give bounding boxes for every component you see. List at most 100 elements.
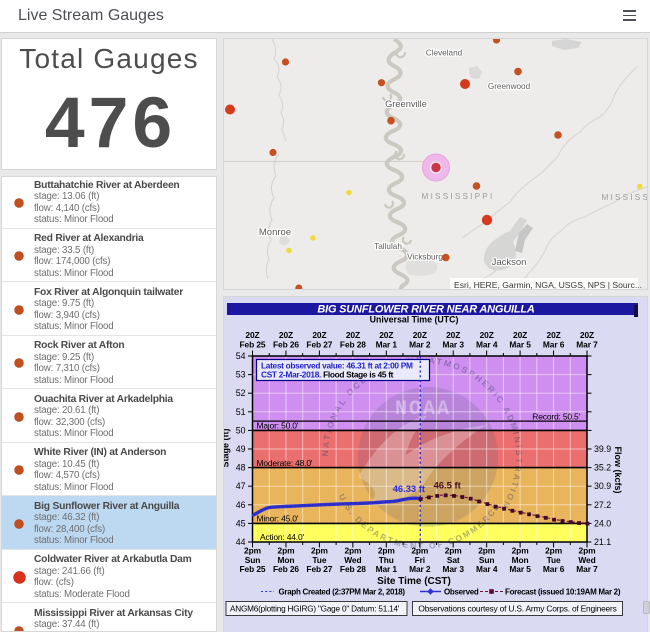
svg-text:20Z: 20Z [513,330,527,340]
svg-text:Feb 26: Feb 26 [273,564,299,574]
svg-text:46.5 ft: 46.5 ft [434,480,461,491]
svg-text:48: 48 [236,463,246,473]
svg-text:Fri: Fri [415,555,425,565]
svg-text:2pm: 2pm [445,546,462,556]
svg-text:Jackson: Jackson [492,257,527,268]
svg-text:53: 53 [236,370,246,380]
svg-text:Mar 3: Mar 3 [443,340,465,350]
svg-text:47: 47 [236,481,246,491]
svg-text:20Z: 20Z [547,330,561,340]
svg-text:2pm: 2pm [378,546,395,556]
svg-text:Tallulah: Tallulah [374,242,402,251]
svg-text:20Z: 20Z [279,330,293,340]
svg-text:Universal Time (UTC): Universal Time (UTC) [370,315,459,325]
svg-text:20Z: 20Z [446,330,460,340]
svg-text:44: 44 [236,537,246,547]
svg-text:Monroe: Monroe [259,227,291,238]
svg-text:Sat: Sat [447,555,460,565]
svg-text:Sun: Sun [479,555,495,565]
svg-text:20Z: 20Z [413,330,427,340]
svg-text:MISSISS: MISSISS [602,193,648,202]
svg-text:2pm: 2pm [244,546,261,556]
svg-text:49: 49 [236,444,246,454]
svg-text:Mar 5: Mar 5 [509,564,531,574]
svg-text:MISSISSIPPI: MISSISSIPPI [422,192,495,201]
svg-text:Feb 25: Feb 25 [240,340,266,350]
svg-text:Major: 50.0': Major: 50.0' [257,421,299,431]
svg-text:Feb 26: Feb 26 [273,340,299,350]
svg-text:2pm: 2pm [411,546,428,556]
svg-text:2pm: 2pm [311,546,328,556]
svg-text:2pm: 2pm [478,546,495,556]
svg-text:20Z: 20Z [312,330,326,340]
svg-text:Tue: Tue [312,555,326,565]
svg-text:20Z: 20Z [379,330,393,340]
svg-text:Action: 44.0': Action: 44.0' [260,532,304,542]
svg-text:30.9: 30.9 [594,481,611,491]
svg-text:20Z: 20Z [245,330,259,340]
svg-text:Mar 6: Mar 6 [543,340,565,350]
svg-text:2pm: 2pm [278,546,295,556]
svg-text:Greenwood: Greenwood [488,82,531,91]
svg-text:27.2: 27.2 [594,500,611,510]
svg-text:Greenville: Greenville [385,99,427,109]
svg-text:Cleveland: Cleveland [426,49,463,58]
svg-text:CST 2-Mar-2018. Flood Stage i: CST 2-Mar-2018. Flood Stage is 45 ft [261,370,394,380]
svg-text:Esri, HERE, Garmin, NGA, USGS,: Esri, HERE, Garmin, NGA, USGS, NPS | Sou… [454,280,642,289]
svg-text:Moderate: 48.0': Moderate: 48.0' [257,458,313,468]
svg-text:Mar 4: Mar 4 [476,564,498,574]
svg-text:52: 52 [236,388,246,398]
svg-text:Sun: Sun [245,555,261,565]
svg-text:Graph Created (2:37PM Mar 2, 2: Graph Created (2:37PM Mar 2, 2018) [279,588,406,597]
svg-text:Wed: Wed [578,555,595,565]
svg-text:Mar 1: Mar 1 [376,564,398,574]
svg-text:Record: 50.5': Record: 50.5' [532,411,580,421]
svg-text:45: 45 [236,518,246,528]
svg-text:Feb 27: Feb 27 [306,340,332,350]
svg-text:Mar 5: Mar 5 [509,340,531,350]
svg-text:20Z: 20Z [346,330,360,340]
svg-text:Tue: Tue [547,555,561,565]
svg-text:Mar 1: Mar 1 [376,340,398,350]
svg-text:BIG SUNFLOWER RIVER NEAR ANGUI: BIG SUNFLOWER RIVER NEAR ANGUILLA [317,304,535,316]
svg-text:Vicksburg: Vicksburg [407,253,443,262]
svg-text:Mon: Mon [512,555,529,565]
svg-text:Mar 7: Mar 7 [576,340,598,350]
svg-text:2pm: 2pm [512,546,529,556]
svg-text:Site Time (CST): Site Time (CST) [377,576,451,587]
svg-text:Latest observed value: 46.31: Latest observed value: 46.31 ft at 2:00 … [261,361,413,371]
svg-text:Minor: 45.0': Minor: 45.0' [257,514,299,524]
svg-text:Observed: Observed [444,588,479,597]
svg-text:46: 46 [236,500,246,510]
svg-text:Mar 3: Mar 3 [443,564,465,574]
svg-text:Mar 2: Mar 2 [409,340,431,350]
svg-text:Feb 28: Feb 28 [340,564,366,574]
svg-text:NOAA: NOAA [395,398,451,421]
svg-text:54: 54 [236,351,246,361]
svg-text:20Z: 20Z [480,330,494,340]
svg-text:46.33 ft: 46.33 ft [393,483,425,494]
svg-text:Stage (ft): Stage (ft) [224,429,231,468]
svg-text:ANGM6(plotting HGIRG) "Gage 0": ANGM6(plotting HGIRG) "Gage 0" Datum: 51… [230,604,400,613]
svg-text:Forecast (issued 10:19AM Mar 2: Forecast (issued 10:19AM Mar 2) [505,588,621,597]
svg-text:20Z: 20Z [580,330,594,340]
svg-text:Feb 28: Feb 28 [340,340,366,350]
svg-text:2pm: 2pm [579,546,596,556]
svg-text:Mar 6: Mar 6 [543,564,565,574]
svg-text:Feb 25: Feb 25 [240,564,266,574]
svg-text:Observations courtesy of U.S.: Observations courtesy of U.S. Army Corps… [418,603,616,613]
svg-text:Mar 4: Mar 4 [476,340,498,350]
svg-text:Mar 2: Mar 2 [409,564,431,574]
svg-text:Thu: Thu [379,555,394,565]
svg-text:2pm: 2pm [344,546,361,556]
svg-text:21.1: 21.1 [594,537,611,547]
svg-text:Wed: Wed [344,555,361,565]
svg-text:51: 51 [236,407,246,417]
svg-text:Feb 27: Feb 27 [306,564,332,574]
svg-text:Flow (kcfs): Flow (kcfs) [613,446,623,493]
svg-text:2pm: 2pm [545,546,562,556]
svg-text:24.0: 24.0 [594,518,611,528]
svg-text:50: 50 [236,425,246,435]
svg-text:Mar 7: Mar 7 [576,564,598,574]
svg-text:39.9: 39.9 [594,444,611,454]
